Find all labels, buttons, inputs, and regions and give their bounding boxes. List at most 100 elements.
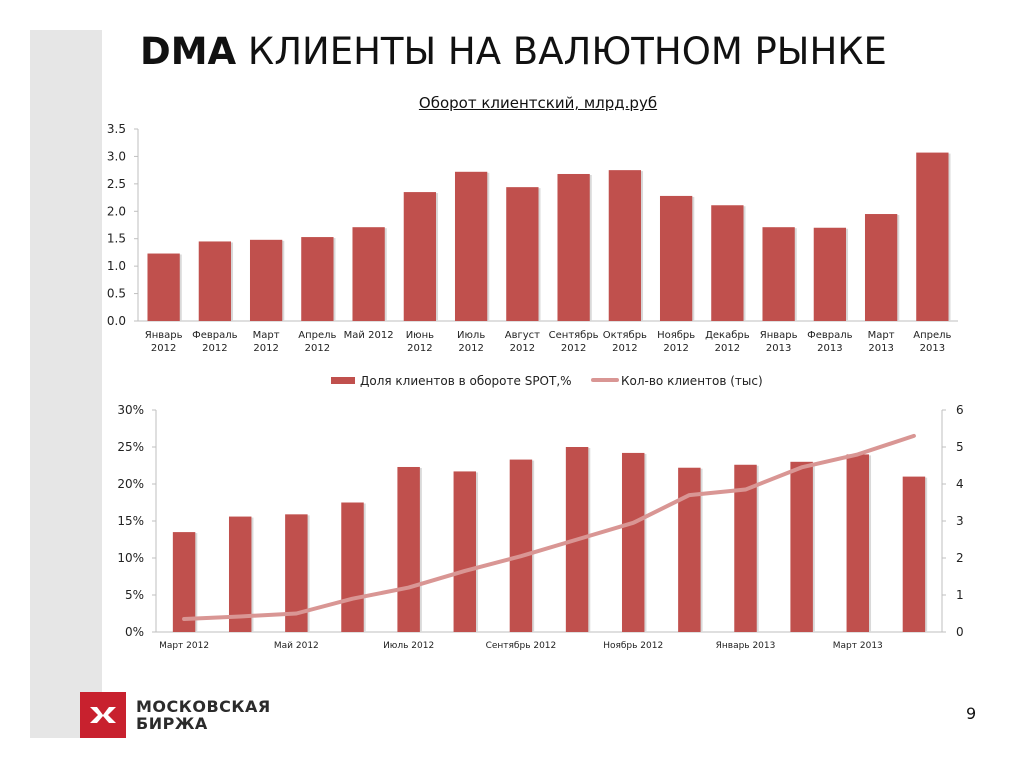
chart1-x-label: Март xyxy=(868,330,895,341)
chart2-x-label: Март 2013 xyxy=(833,641,883,651)
moex-logo: МОСКОВСКАЯ БИРЖА xyxy=(80,692,271,738)
chart2-clients-line xyxy=(182,433,916,622)
chart1-y-tick-label: 3.0 xyxy=(107,149,126,163)
chart2-x-label: Январь 2013 xyxy=(716,641,776,651)
chart1-bar xyxy=(813,227,847,321)
chart1-x-label: 2012 xyxy=(510,343,535,354)
chart1-x-label: 2012 xyxy=(458,343,483,354)
chart1-x-label: Февраль xyxy=(807,330,853,341)
chart1-x-label: Январь xyxy=(145,330,183,341)
legend-swatch-bars xyxy=(331,377,355,384)
chart1-x-label: Ноябрь xyxy=(657,330,695,341)
chart2-line-point xyxy=(463,569,467,573)
chart2-line-point xyxy=(294,612,298,615)
chart2-x-label: Март 2012 xyxy=(159,641,209,651)
chart1-y-tick-label: 2.0 xyxy=(107,204,126,218)
chart2-line-point xyxy=(351,597,354,601)
logo-line1: МОСКОВСКАЯ xyxy=(136,697,271,716)
chart2-line-point xyxy=(407,586,411,590)
chart2-left-tick-label: 15% xyxy=(117,514,144,528)
chart2-right-tick-label: 4 xyxy=(956,477,964,491)
chart2-right-tick-label: 0 xyxy=(956,625,964,639)
chart2-bar xyxy=(453,471,477,632)
share-clients-combo-chart: Доля клиентов в обороте SPOT,% Кол-во кли… xyxy=(117,374,964,651)
chart2-line-point xyxy=(912,434,916,438)
chart1-y-tick-label: 0.5 xyxy=(107,287,126,301)
chart1-x-label: Июль xyxy=(457,330,485,341)
chart1-x-label: 2013 xyxy=(817,343,842,354)
chart1-y-tick-label: 2.5 xyxy=(107,177,126,191)
chart2-x-label: Июль 2012 xyxy=(383,641,434,651)
turnover-bar-chart: 0.0 0.5 1.0 1.5 2.0 2.5 3.0 3.5 Январь 2012 Феврал… xyxy=(107,122,958,354)
chart1-bar xyxy=(147,253,180,321)
chart1-bar xyxy=(557,173,590,321)
chart2-right-tick-label: 6 xyxy=(956,403,964,417)
chart1-bar xyxy=(864,214,898,321)
chart1-title: Оборот клиентский, млрд.руб xyxy=(418,94,658,112)
chart1-x-label: Апрель xyxy=(298,330,336,341)
chart1-x-label: 2012 xyxy=(151,343,176,354)
chart2-bar xyxy=(846,454,870,632)
chart2-line-point xyxy=(687,493,691,497)
chart2-bar xyxy=(734,464,757,632)
chart1-x-label: 2013 xyxy=(920,343,945,354)
page-number: 9 xyxy=(966,704,977,723)
chart1-x-label: Июнь xyxy=(406,330,434,341)
chart1-x-label: 2013 xyxy=(766,343,791,354)
chart1-bar xyxy=(198,241,232,321)
chart1-x-label: 2012 xyxy=(663,343,688,354)
legend-label-line: Кол-во клиентов (тыс) xyxy=(621,374,763,388)
chart2-line-point xyxy=(575,538,579,541)
chart2-bar xyxy=(902,476,926,632)
chart1-bar xyxy=(352,227,385,321)
chart2-line-point xyxy=(182,617,186,621)
chart2-x-label: Май 2012 xyxy=(274,641,319,651)
chart2-left-tick-label: 0% xyxy=(125,625,144,639)
chart1-x-label: Май 2012 xyxy=(344,330,394,341)
chart1-bar xyxy=(711,205,744,321)
chart1-bar xyxy=(506,187,539,321)
chart2-bar xyxy=(678,467,701,632)
chart1-y-tick-label: 3.5 xyxy=(107,122,126,136)
chart1-x-label: Январь xyxy=(760,330,798,341)
logo-line2: БИРЖА xyxy=(136,714,208,733)
chart2-right-tick-label: 5 xyxy=(956,440,964,454)
chart1-x-label: Февраль xyxy=(192,330,238,341)
chart2-left-tick-label: 10% xyxy=(117,551,144,565)
chart1-x-label: Апрель xyxy=(913,330,951,341)
chart2-x-label: Ноябрь 2012 xyxy=(603,641,663,651)
chart2-bar xyxy=(228,516,252,632)
chart2-left-tick-label: 20% xyxy=(117,477,144,491)
chart2-bar xyxy=(285,514,308,632)
chart2-left-tick-label: 25% xyxy=(117,440,144,454)
chart1-bar xyxy=(249,239,283,321)
chart2-bar xyxy=(790,461,813,632)
chart1-x-label: 2012 xyxy=(612,343,637,354)
chart2-x-label: Сентябрь 2012 xyxy=(486,641,557,651)
chart2-bar xyxy=(172,532,196,632)
legend-label-bars: Доля клиентов в обороте SPOT,% xyxy=(360,374,572,388)
chart2-line-point xyxy=(631,521,635,525)
chart1-bar xyxy=(454,171,488,321)
chart2-line-point xyxy=(800,465,804,469)
chart1-bar xyxy=(659,195,693,321)
chart1-x-label: Декабрь xyxy=(705,330,750,341)
chart2-right-tick-label: 2 xyxy=(956,551,964,565)
chart2-bar xyxy=(509,459,533,632)
chart2-left-tick-label: 30% xyxy=(117,403,144,417)
chart1-x-label: 2012 xyxy=(305,343,330,354)
chart2-line-point xyxy=(744,488,747,492)
chart1-bar xyxy=(403,192,437,321)
chart1-y-tick-label: 0.0 xyxy=(107,314,126,328)
chart2-bar xyxy=(397,466,420,632)
chart1-bar xyxy=(916,152,949,321)
chart1-bar xyxy=(762,227,795,321)
chart1-x-label: Август xyxy=(505,330,540,341)
chart1-y-tick-label: 1.0 xyxy=(107,259,126,273)
side-band xyxy=(30,30,102,738)
chart2-line-point xyxy=(238,614,242,618)
chart2-line-point xyxy=(856,452,860,456)
chart1-y-tick-label: 1.5 xyxy=(107,232,126,246)
chart2-left-tick-label: 5% xyxy=(125,588,144,602)
chart1-x-label: Октябрь xyxy=(603,330,647,341)
